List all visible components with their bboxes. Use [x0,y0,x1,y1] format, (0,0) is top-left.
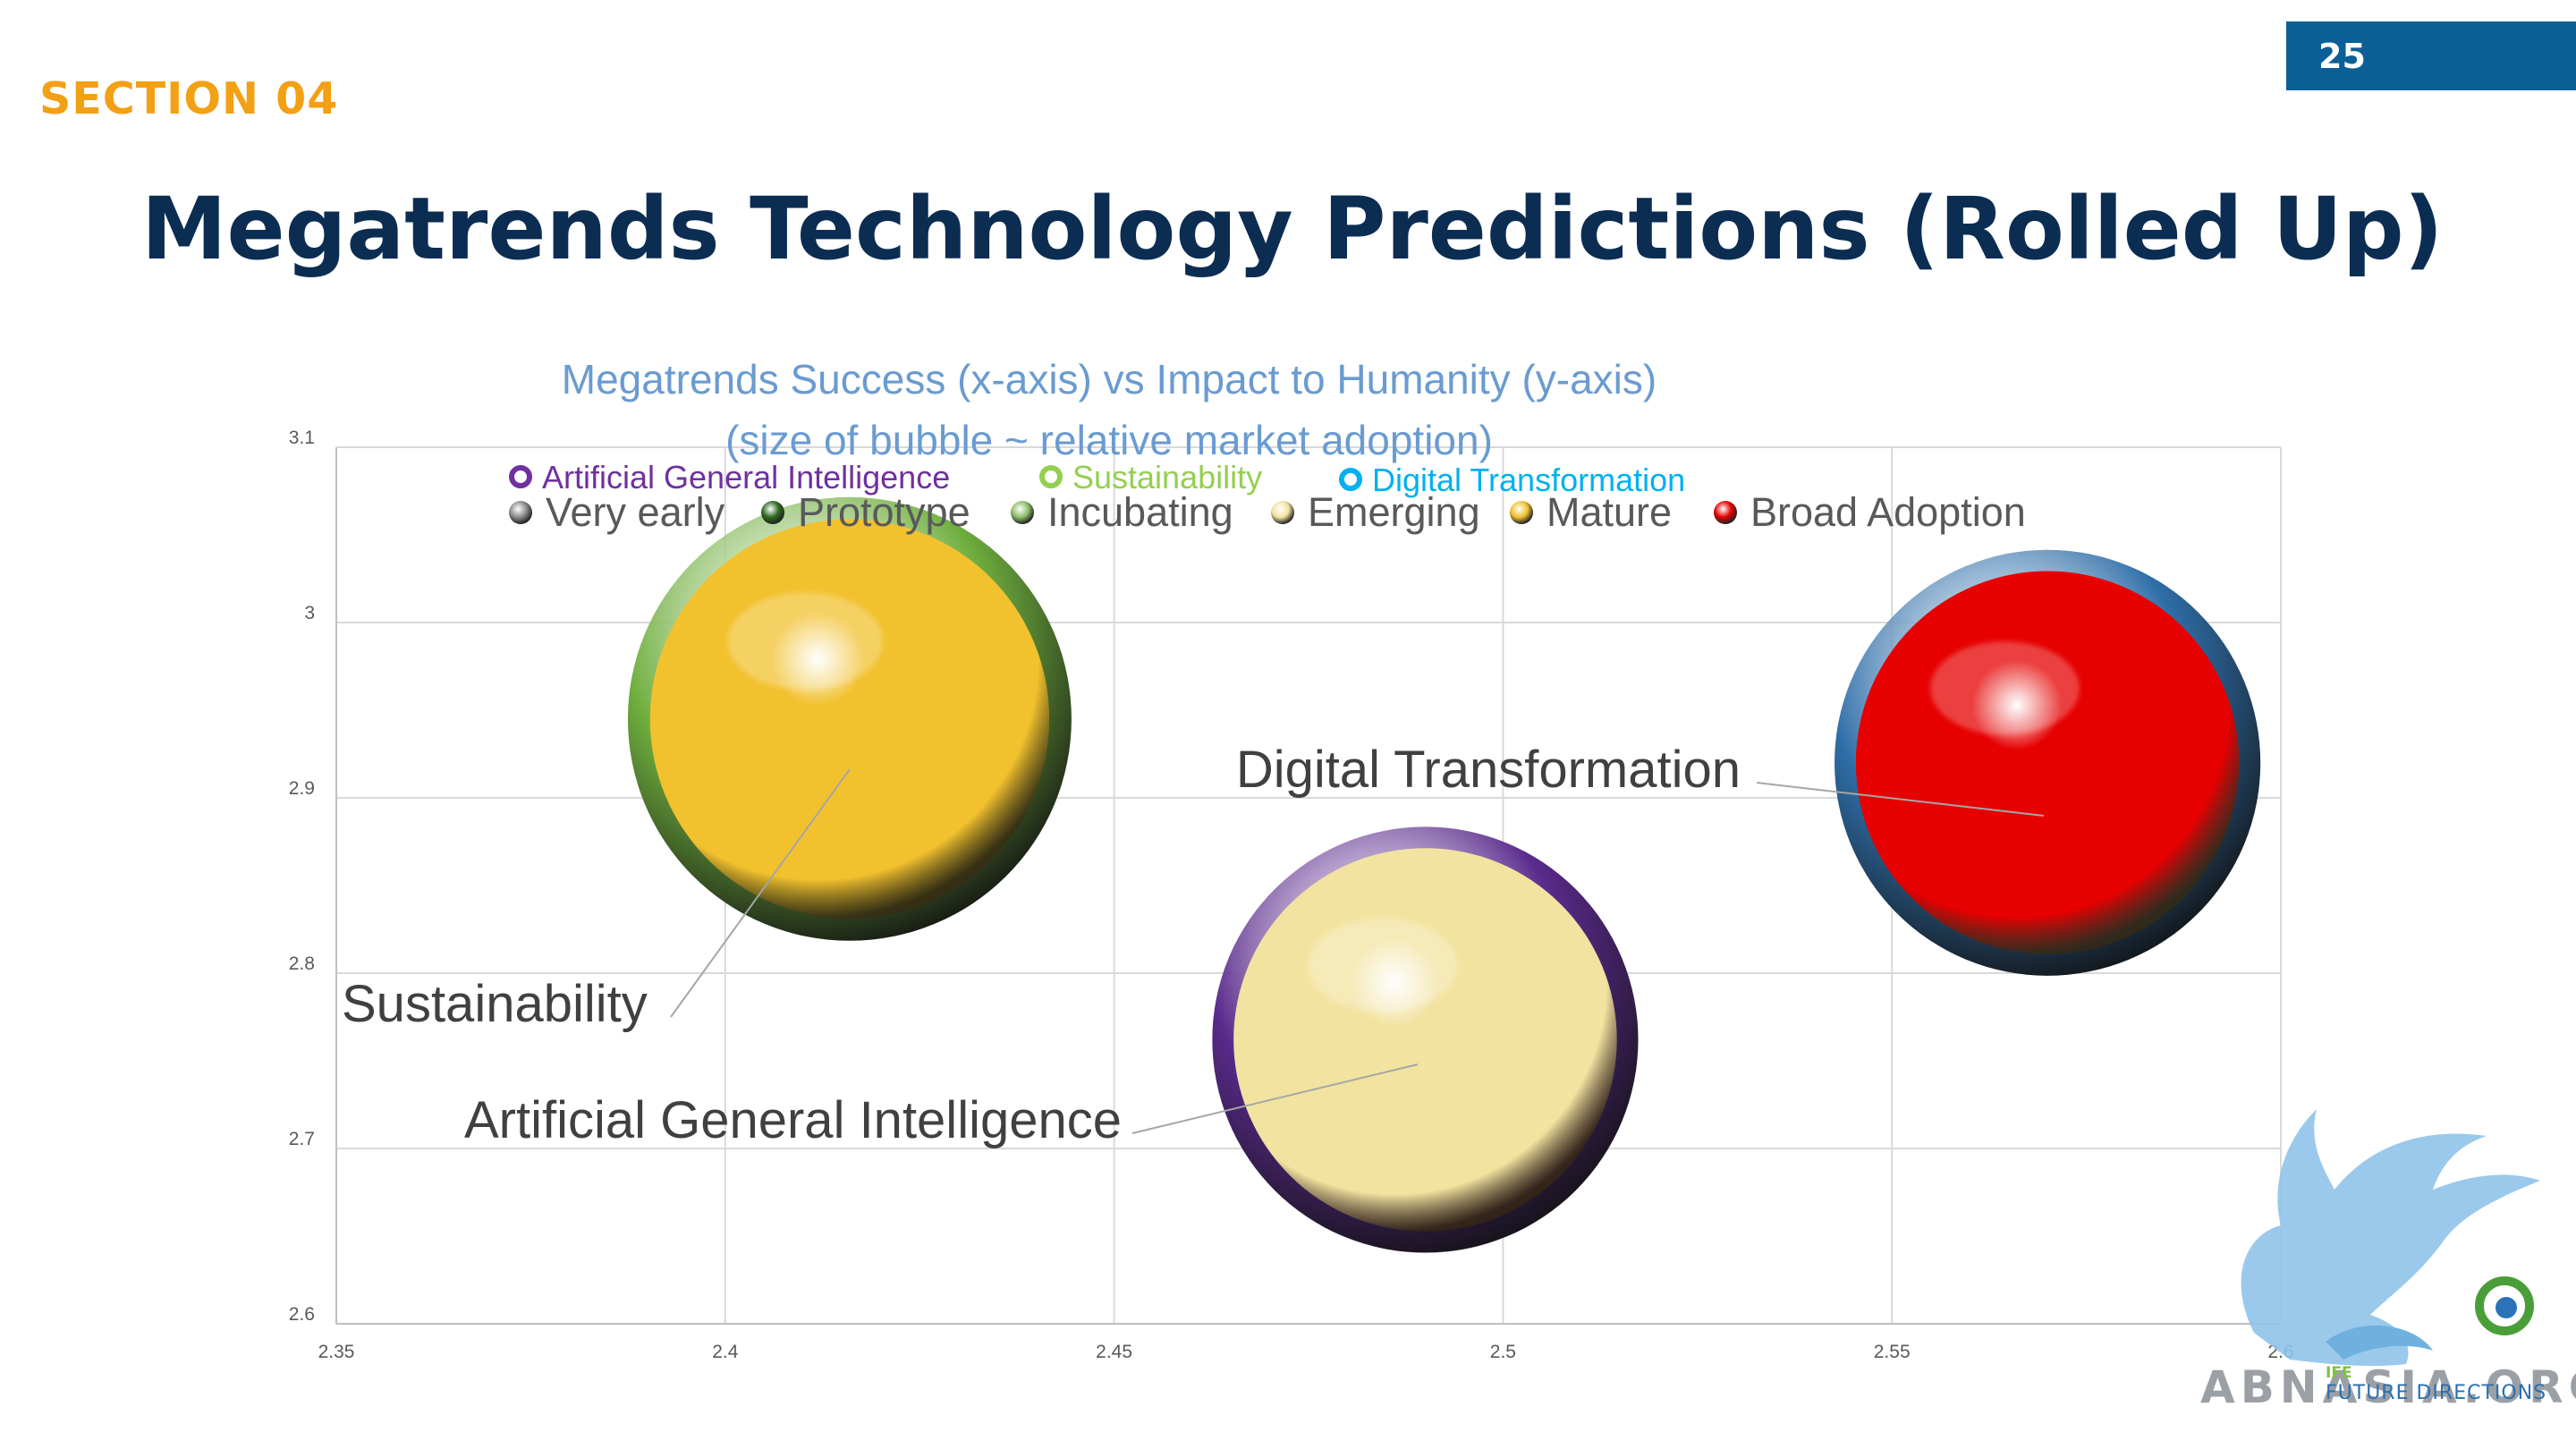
legend-stage-marker [1510,501,1533,524]
ife-swirl-icon [2475,1276,2534,1335]
x-tick-label: 2.55 [1874,1342,1911,1362]
y-tick-label: 2.8 [289,953,315,974]
bubble-highlight [1308,918,1458,1013]
bubble-core [649,519,1050,919]
legend-stage-label: Prototype [798,489,970,535]
bubble-artificial-general-intelligence: Artificial General Intelligence [464,826,1639,1253]
bubble-leader-line [1756,782,2045,817]
bubble-label: Sustainability [342,975,648,1033]
legend-stage-marker [509,501,532,524]
y-tick-label: 3.1 [289,428,315,448]
bubble-core [1855,571,2240,955]
bubble-leader-line [1131,1063,1419,1134]
y-tick-label: 3 [304,603,315,623]
chart-subtitle: (size of bubble ~ relative market adopti… [725,417,1493,463]
legend-stage-marker [761,501,784,524]
x-tick-label: 2.45 [1096,1342,1132,1362]
legend-series-label: Digital Transformation [1372,462,1685,498]
bubbles: Sustainability Artificial General Intelli… [342,496,2261,1253]
legend-stage-marker [1714,501,1737,524]
abnasia-logo [2241,1109,2540,1367]
legend-stage-label: Mature [1546,489,1672,535]
legend-stage-label: Very early [546,489,725,535]
logo-future-directions: FUTURE DIRECTIONS [2326,1382,2547,1404]
griffin-tail-icon [2326,1325,2433,1360]
griffin-icon [2241,1109,2540,1367]
legend-stage-label: Emerging [1308,489,1480,535]
bubble-core [1233,848,1617,1232]
legend-stage-label: Incubating [1047,489,1233,535]
legend: Artificial General Intelligence Sustainab… [509,459,2026,535]
section-label: SECTION 04 [39,73,339,124]
chart-axes: 2.352.42.452.52.552.62.62.72.82.933.1 [289,428,2294,1362]
x-tick-label: 2.35 [318,1342,355,1362]
legend-stage-marker [1271,501,1294,524]
bubble-sustainability: Sustainability [342,496,1072,1033]
logo-ife: IFE [2326,1364,2352,1382]
slide-title: Megatrends Technology Predictions (Rolle… [141,179,2444,279]
bubble-leader-line [670,768,851,1018]
y-tick-label: 2.6 [289,1304,315,1325]
bubble-highlight [1930,641,2080,735]
chart-title: Megatrends Success (x-axis) vs Impact to… [562,356,1657,402]
x-tick-label: 2.4 [712,1342,739,1362]
bubble-label: Artificial General Intelligence [464,1091,1122,1149]
bubble-label: Digital Transformation [1236,741,1741,799]
bubble-highlight [727,592,884,691]
legend-stage-label: Broad Adoption [1750,489,2026,535]
legend-series-marker [1339,468,1362,491]
legend-series-marker [1039,465,1063,488]
x-tick-label: 2.5 [1490,1342,1516,1362]
bubble-digital-transformation: Digital Transformation [1236,549,2261,976]
legend-series-label: Artificial General Intelligence [542,459,950,496]
legend-stage-marker [1011,501,1034,524]
page-number-badge: 25 [2286,21,2576,90]
y-tick-label: 2.9 [289,778,315,799]
legend-series-label: Sustainability [1072,459,1262,496]
legend-series-marker [509,465,532,488]
logo-wordmark: ABNASIA.ORG [2200,1361,2576,1413]
y-tick-label: 2.7 [289,1129,315,1149]
ife-dot-icon [2496,1297,2517,1318]
